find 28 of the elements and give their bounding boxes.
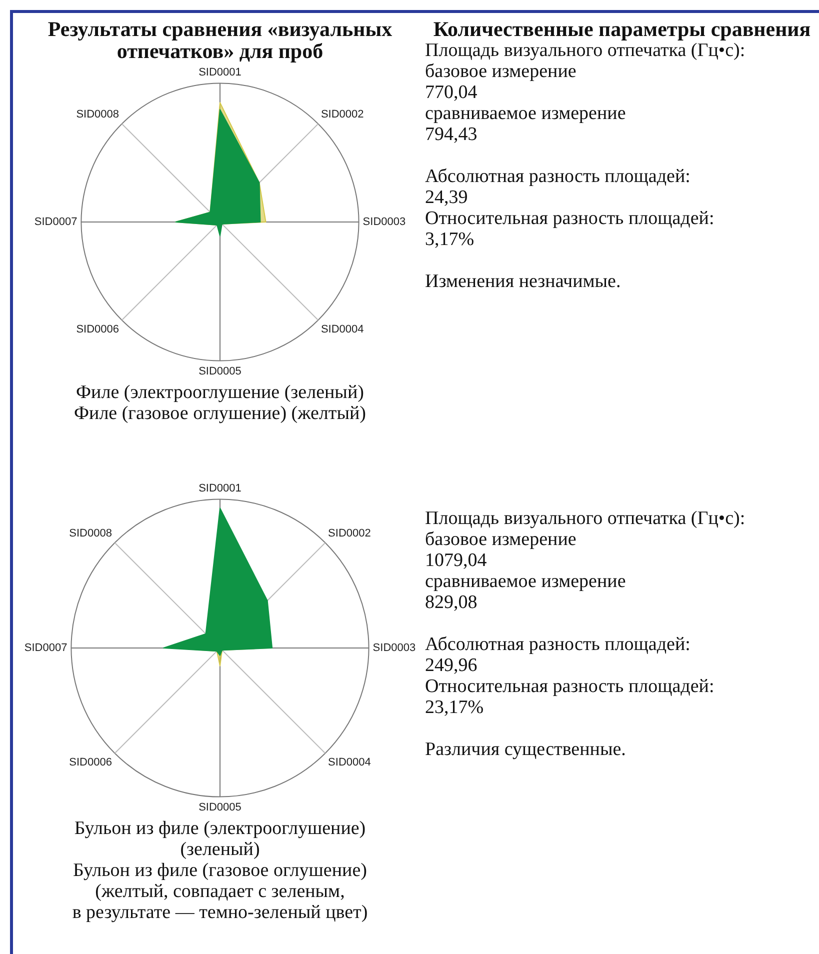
spoke-label: SID0003 [372, 642, 416, 654]
spoke-label: SID0004 [328, 756, 371, 769]
text: Количественные параметры сравнения [432, 17, 812, 41]
spoke-label: SID0007 [24, 642, 68, 654]
spoke-label: SID0006 [76, 324, 120, 336]
text: Филе (газовое оглушение) (желтый) [73, 403, 367, 424]
text: Абсолютная разность площадей: 24,39 Относительная разность площадей: 3,17% [425, 166, 716, 250]
spoke-label: SID0008 [76, 108, 120, 120]
spoke-label: SID0005 [198, 801, 242, 814]
spoke-label: SID0003 [362, 216, 406, 228]
text: Площадь визуального отпечатка (Гц•с): базовое измерение 770,04 сравниваемое измерение 794,43 [425, 40, 746, 145]
spoke-label: SID0007 [34, 216, 78, 228]
text: Различия существенные. [425, 739, 627, 760]
text: Бульон из филе (газовое оглушение) (желтый, совпадает с зеленым, в результате — темно-зеленый цвет) [71, 860, 369, 923]
text: Площадь визуального отпечатка (Гц•с): базовое измерение 1079,04 сравниваемое измерение 829,08 [425, 508, 746, 613]
spoke-label: SID0001 [198, 482, 242, 495]
spoke-label: SID0002 [328, 527, 371, 540]
spoke-label: SID0005 [198, 365, 242, 378]
spoke-label: SID0002 [320, 108, 364, 120]
spoke-label: SID0001 [198, 66, 242, 79]
text: Абсолютная разность площадей: 249,96 Относительная разность площадей: 23,17% [425, 634, 716, 718]
chart-title: Результаты сравнения «визуальных отпечатков» для проб [46, 17, 394, 63]
text: Бульон из филе (электрооглушение) (зеленый) [73, 818, 367, 860]
spoke-label: SID0006 [69, 756, 112, 769]
text: Филе (электрооглушение (зеленый) [75, 382, 365, 403]
text: Изменения незначимые. [425, 271, 622, 292]
spoke-label: SID0008 [69, 527, 112, 540]
spoke-label: SID0004 [320, 324, 364, 336]
